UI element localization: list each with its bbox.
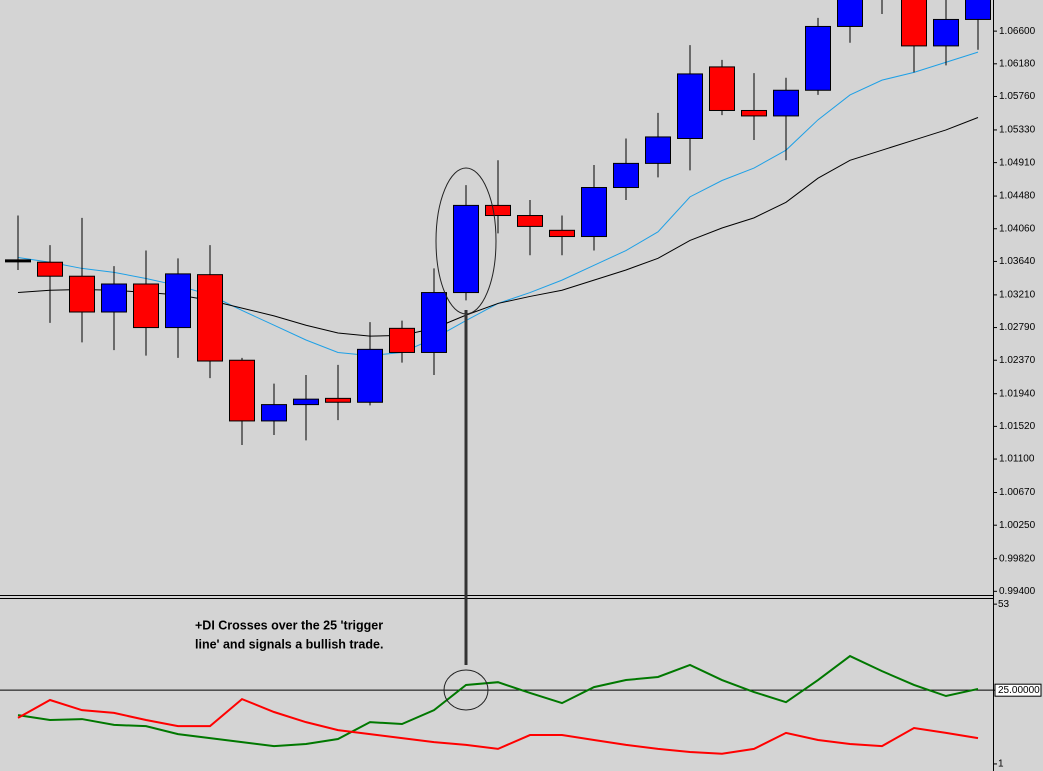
- axes: 0.99400 0.99820 1.00250 1.00670 1.01100 1.015…: [993, 26, 1042, 770]
- y-tick-label: 1.05760: [999, 91, 1036, 102]
- candle-body: [101, 283, 127, 313]
- y-tick-label: 1.01100: [999, 454, 1035, 465]
- candle-body: [837, 0, 863, 27]
- y-tick-label: 1.01940: [999, 388, 1036, 399]
- candle-body: [165, 273, 191, 329]
- annotation: +DI Crosses over the 25 'trigger: [195, 618, 383, 632]
- y-tick-label: 1.03210: [999, 290, 1036, 301]
- indicator-line: [17, 697, 979, 755]
- y-tick-label: 25.00000: [998, 685, 1040, 696]
- y-tick-label: 1.00670: [999, 487, 1036, 498]
- candle-body: [965, 0, 991, 20]
- candle-body: [645, 136, 671, 164]
- candle-body: [805, 25, 831, 91]
- candle-body: [613, 162, 639, 189]
- y-tick-label: 1.05330: [999, 125, 1036, 136]
- y-tick-label: 1.00250: [999, 520, 1036, 531]
- indicator-panel: [0, 654, 993, 755]
- candle-body: [261, 404, 287, 422]
- y-tick-label: 1: [998, 759, 1004, 770]
- y-tick-label: 1.06180: [999, 58, 1036, 69]
- candle-body: [133, 283, 159, 329]
- candle-body: [325, 397, 351, 403]
- candle-body: [421, 292, 447, 353]
- candle-body: [933, 18, 959, 47]
- candle-body: [901, 0, 927, 47]
- indicator-line: [17, 654, 979, 748]
- y-tick-label: 1.03640: [999, 256, 1036, 267]
- y-tick-label: 1.01520: [999, 421, 1036, 432]
- candle-body: [5, 259, 31, 263]
- y-tick-label: 0.99820: [999, 553, 1036, 564]
- candle-body: [709, 66, 735, 111]
- y-tick-label: 1.04060: [999, 223, 1036, 234]
- candle-body: [69, 275, 95, 313]
- highlight-ellipse: [443, 669, 489, 711]
- y-tick-label: 0.99400: [999, 586, 1036, 597]
- candle-body: [197, 274, 223, 362]
- candle-body: [357, 348, 383, 403]
- y-tick-label: 53: [998, 599, 1010, 610]
- candle-body: [485, 204, 511, 217]
- candle-body: [517, 215, 543, 227]
- candle-body: [453, 204, 479, 294]
- candle-body: [293, 398, 319, 406]
- candle-body: [677, 73, 703, 139]
- annotation: line' and signals a bullish trade.: [195, 637, 383, 651]
- price-panel: [5, 0, 991, 446]
- y-tick-label: 1.02370: [999, 355, 1036, 366]
- candle-body: [229, 359, 255, 422]
- y-tick-label: 1.04480: [999, 191, 1036, 202]
- candle-body: [773, 89, 799, 117]
- candle-body: [549, 229, 575, 238]
- y-tick-label: 1.04910: [999, 157, 1036, 168]
- y-tick-box: [994, 683, 1042, 697]
- y-tick-label: 1.02790: [999, 322, 1036, 333]
- candle-body: [581, 187, 607, 238]
- candle-body: [37, 261, 63, 277]
- y-tick-label: 1.06600: [999, 26, 1036, 37]
- candle-body: [389, 327, 415, 353]
- candle-body: [741, 109, 767, 117]
